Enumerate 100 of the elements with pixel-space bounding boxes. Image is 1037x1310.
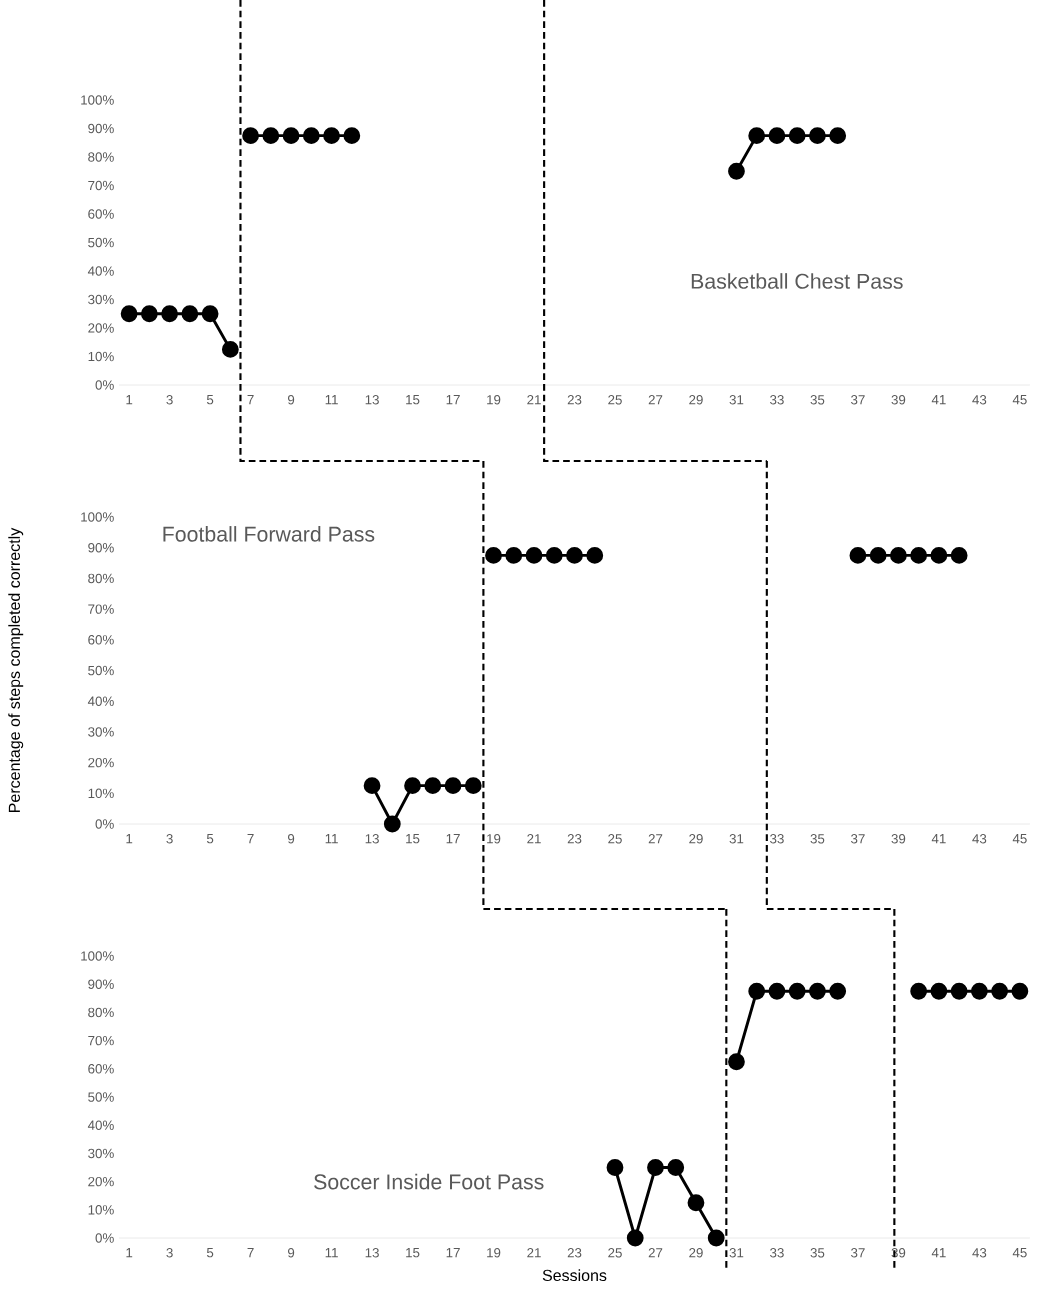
x-tick-label: 45 — [1012, 395, 1027, 405]
x-tick-label: 39 — [891, 395, 906, 405]
y-tick-label: 40% — [87, 1120, 114, 1130]
y-tick-label: 90% — [88, 542, 114, 553]
y-tick-label: 80% — [88, 1007, 114, 1018]
x-tick-label: 3 — [166, 1248, 173, 1258]
x-tick-label: 21 — [527, 1248, 541, 1258]
x-tick-label: 23 — [567, 834, 582, 844]
point — [626, 1229, 644, 1247]
x-tick-label: 15 — [406, 1248, 420, 1258]
y-tick-label: 30% — [88, 727, 114, 737]
y-tick-label: 70% — [88, 1035, 114, 1046]
y-tick-label: 0% — [95, 1233, 114, 1243]
point — [809, 982, 826, 1000]
x-tick-label: 41 — [931, 395, 946, 405]
x-tick-label: 15 — [406, 395, 420, 405]
point — [788, 127, 806, 145]
x-tick-label: 3 — [166, 834, 173, 844]
y-axis-title: Percentage of steps completed correctly — [8, 527, 24, 812]
point — [950, 982, 968, 1000]
x-tick-label: 25 — [608, 395, 622, 405]
point — [809, 127, 826, 145]
x-tick-label: 27 — [648, 834, 663, 844]
x-tick-label: 29 — [689, 1248, 703, 1258]
point — [1011, 982, 1029, 1000]
x-tick-label: 19 — [487, 1248, 501, 1258]
point — [991, 982, 1009, 1000]
x-tick-label: 11 — [325, 834, 338, 844]
x-tick-label: 17 — [446, 1248, 460, 1258]
y-tick-label: 50% — [88, 665, 114, 676]
point — [383, 815, 401, 833]
x-tick-label: 35 — [810, 395, 825, 405]
y-tick-label: 100% — [81, 512, 114, 522]
point — [910, 546, 928, 564]
point — [890, 546, 907, 564]
point — [910, 982, 928, 1000]
x-tick-label: 13 — [365, 1248, 379, 1258]
x-tick-label: 39 — [891, 834, 906, 844]
y-tick-label: 10% — [88, 1205, 114, 1215]
x-tick-label: 1 — [126, 395, 133, 405]
x-tick-label: 45 — [1012, 834, 1027, 844]
x-tick-label: 3 — [166, 395, 173, 405]
annotation: Football Forward Pass — [163, 526, 375, 542]
x-tick-label: 31 — [729, 834, 744, 844]
y-tick-label: 100% — [81, 951, 114, 961]
x-tick-label: 27 — [648, 395, 663, 405]
x-tick-label: 19 — [487, 395, 501, 405]
point — [667, 1159, 685, 1176]
point — [748, 127, 766, 145]
point — [707, 1229, 725, 1247]
y-tick-label: 90% — [88, 979, 114, 989]
x-tick-label: 23 — [567, 395, 582, 405]
y-tick-label: 60% — [88, 1064, 114, 1074]
point — [768, 127, 786, 145]
x-tick-label: 7 — [247, 1248, 254, 1258]
point — [829, 127, 847, 145]
x-tick-label: 13 — [365, 834, 379, 844]
x-axis-title: Sessions — [542, 1269, 607, 1282]
point — [242, 127, 259, 145]
x-tick-label: 13 — [365, 395, 379, 405]
point — [687, 1194, 705, 1212]
point — [606, 1159, 624, 1176]
x-tick-label: 5 — [206, 1248, 214, 1258]
point — [829, 982, 847, 1000]
x-tick-label: 9 — [288, 395, 295, 405]
x-tick-label: 31 — [729, 395, 744, 405]
point — [140, 305, 158, 323]
point — [282, 127, 300, 145]
y-tick-label: 30% — [88, 294, 114, 305]
point — [404, 777, 421, 795]
point — [728, 1053, 745, 1071]
y-tick-label: 10% — [88, 351, 114, 362]
y-tick-label: 30% — [88, 1148, 114, 1159]
point — [545, 546, 563, 564]
point — [201, 305, 219, 323]
x-tick-label: 33 — [770, 834, 784, 844]
point — [930, 982, 948, 1000]
x-tick-label: 11 — [325, 1248, 338, 1258]
x-tick-label: 5 — [206, 834, 214, 844]
point — [302, 127, 320, 145]
point — [647, 1159, 664, 1176]
point — [728, 162, 745, 180]
point — [161, 305, 179, 323]
x-tick-label: 7 — [247, 834, 254, 844]
point — [566, 546, 583, 564]
y-tick-label: 20% — [88, 757, 114, 768]
y-tick-label: 60% — [88, 209, 114, 219]
x-tick-label: 37 — [851, 834, 865, 844]
y-tick-label: 20% — [88, 323, 114, 333]
x-tick-label: 17 — [446, 395, 460, 405]
y-tick-label: 60% — [88, 635, 114, 645]
point — [323, 127, 340, 145]
x-tick-label: 35 — [810, 834, 825, 844]
x-tick-label: 1 — [126, 1248, 133, 1258]
point — [343, 127, 361, 145]
x-tick-label: 33 — [770, 1248, 784, 1258]
point — [221, 340, 239, 358]
y-tick-label: 0% — [95, 380, 114, 390]
y-tick-label: 0% — [95, 819, 114, 829]
y-tick-label: 80% — [88, 152, 114, 162]
